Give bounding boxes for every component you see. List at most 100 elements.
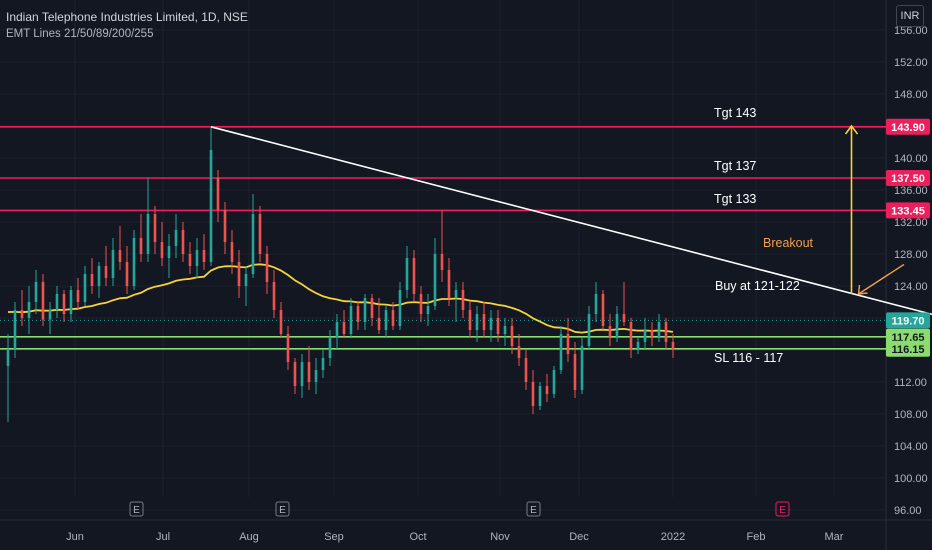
candle-body (181, 230, 185, 254)
candle-body (580, 346, 584, 390)
candle-body (426, 306, 430, 314)
chart-title: Indian Telephone Industries Limited, 1D,… (6, 10, 248, 24)
y-tick-label: 156.00 (894, 25, 928, 37)
candle-body (377, 318, 381, 330)
candle-body (41, 282, 45, 320)
candle-body (125, 262, 129, 286)
price-label-support-bg (886, 340, 930, 357)
candle-body (671, 342, 675, 350)
candle-body (342, 322, 346, 334)
candle-body (601, 294, 605, 326)
price-label-resistance: 133.45 (891, 205, 925, 217)
candle-body (566, 334, 570, 354)
price-label-resistance-bg (886, 202, 930, 219)
candle-body (174, 230, 178, 246)
y-tick-label: 108.00 (894, 409, 928, 421)
candle-body (244, 274, 248, 286)
candle-body (370, 298, 374, 318)
y-tick-label: 136.00 (894, 185, 928, 197)
candle-body (405, 258, 409, 290)
y-tick-label: 124.00 (894, 281, 928, 293)
candle-body (6, 350, 10, 366)
x-tick-label: Feb (747, 531, 766, 543)
candle-body (356, 306, 360, 322)
candle-body (496, 318, 500, 334)
candle-body (69, 290, 73, 314)
candle-body (363, 298, 367, 322)
candle-body (146, 214, 150, 254)
candle-body (251, 214, 255, 274)
candle-body (384, 310, 388, 330)
x-tick-label: Mar (825, 531, 844, 543)
currency-badge[interactable]: INR (896, 5, 924, 27)
candle-body (20, 310, 24, 318)
price-label-resistance-bg (886, 170, 930, 186)
candle-body (573, 354, 577, 390)
breakout-arrow-head (857, 284, 868, 295)
candle-body (195, 250, 199, 266)
y-tick-label: 96.00 (894, 505, 922, 517)
candle-body (13, 310, 17, 350)
candle-body (265, 254, 269, 282)
earnings-marker (526, 501, 541, 517)
candle-body (447, 270, 451, 298)
candle-body (153, 214, 157, 242)
candle-body (482, 314, 486, 330)
candle-body (188, 254, 192, 266)
candle-body (328, 338, 332, 358)
earnings-marker (275, 501, 290, 517)
candle-body (160, 242, 164, 258)
candle-body (307, 362, 311, 382)
candle-body (524, 358, 528, 382)
candle-body (202, 250, 206, 262)
price-label-support: 116.15 (891, 344, 924, 356)
candle-body (76, 290, 80, 302)
candle-body (538, 386, 542, 406)
candle-body (657, 322, 661, 338)
x-tick-label: Dec (569, 531, 589, 543)
candle-body (258, 214, 262, 254)
earnings-marker-label: E (530, 505, 537, 516)
price-label-resistance: 137.50 (891, 173, 925, 185)
candle-body (48, 310, 52, 320)
candle-body (272, 282, 276, 310)
candle-body (104, 266, 108, 278)
candle-body (608, 326, 612, 338)
x-tick-label: 2022 (661, 531, 685, 543)
earnings-marker-label: E (133, 505, 140, 516)
last-price-label: 119.70 (891, 315, 924, 327)
price-label-resistance-bg (886, 118, 930, 135)
candle-body (615, 314, 619, 338)
candle-body (440, 254, 444, 270)
annotation-buy: Buy at 121-122 (715, 279, 800, 293)
candle-body (545, 386, 549, 394)
y-tick-label: 148.00 (894, 89, 928, 101)
y-tick-label: 112.00 (894, 377, 927, 389)
annotation-tgt-133: Tgt 133 (714, 192, 756, 206)
candle-body (622, 314, 626, 322)
candle-body (62, 294, 66, 314)
annotation-breakout: Breakout (763, 236, 814, 250)
candle-body (531, 382, 535, 406)
candle-body (209, 150, 213, 262)
candle-body (139, 238, 143, 254)
candle-body (636, 342, 640, 350)
candle-body (629, 322, 633, 350)
x-tick-label: Nov (490, 531, 510, 543)
annotation-tgt-143: Tgt 143 (714, 106, 756, 120)
candle-body (559, 334, 563, 370)
candle-body (237, 262, 241, 286)
x-tick-label: Jun (66, 531, 84, 543)
candle-body (216, 178, 220, 210)
price-label-resistance: 143.90 (891, 122, 925, 134)
candle-body (314, 370, 318, 382)
candle-body (27, 302, 31, 318)
candle-body (517, 346, 521, 358)
candle-body (167, 246, 171, 258)
y-tick-label: 140.00 (894, 153, 928, 165)
x-tick-label: Jul (156, 531, 170, 543)
candle-body (335, 322, 339, 338)
target-arrow-head (844, 124, 859, 135)
